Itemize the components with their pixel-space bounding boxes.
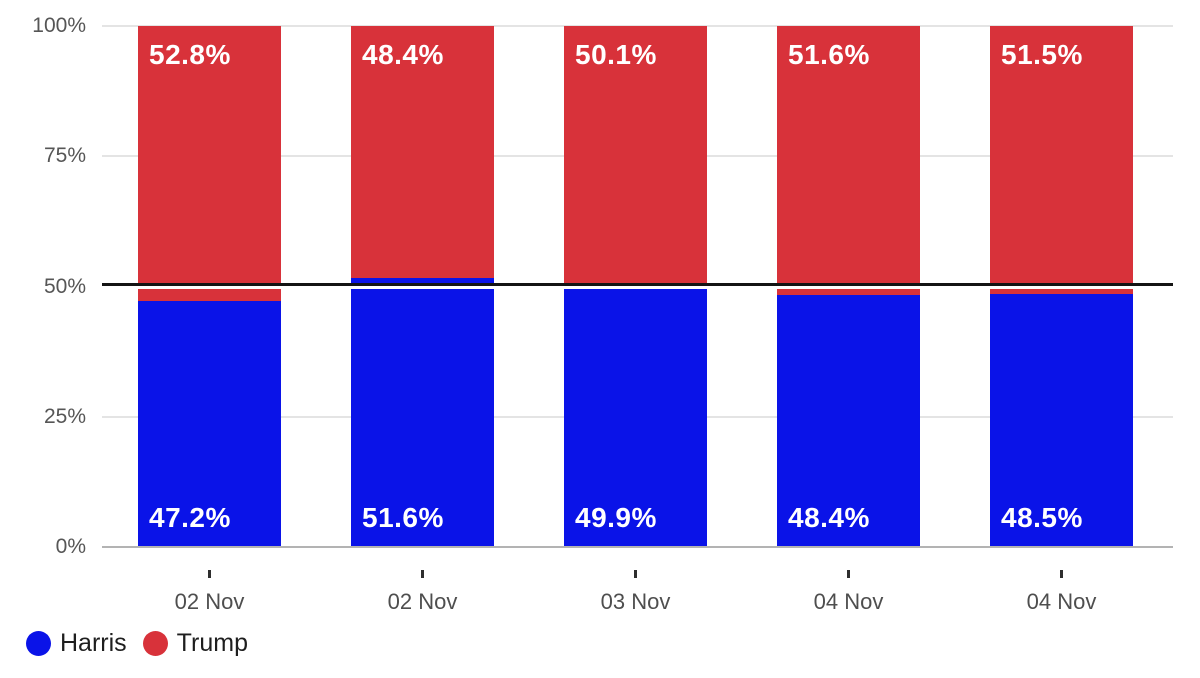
legend: Harris Trump — [26, 629, 248, 658]
harris-bar-segment — [777, 294, 920, 547]
trump-legend-swatch-icon — [142, 631, 168, 656]
trump-value-label: 51.6% — [788, 39, 870, 70]
trump-value-label: 50.1% — [575, 39, 657, 70]
trump-value-label: 51.5% — [1001, 39, 1083, 70]
trump-bar-segment — [138, 26, 281, 302]
legend-item-trump: Trump — [142, 629, 248, 658]
trump-legend-label: Trump — [176, 629, 248, 657]
harris-value-label: 47.2% — [149, 502, 231, 533]
x-axis-tick-mark — [208, 570, 211, 578]
x-axis-category-label: 04 Nov — [813, 589, 884, 614]
trump-value-label: 52.8% — [149, 39, 231, 70]
x-axis-tick-mark — [1060, 570, 1063, 578]
trump-bar-segment — [777, 26, 920, 295]
x-axis-category-label: 02 Nov — [387, 589, 458, 614]
x-axis-tick-mark — [421, 570, 424, 578]
harris-value-label: 48.4% — [788, 502, 870, 533]
harris-bar-segment — [351, 278, 494, 547]
x-axis-category-label: 04 Nov — [1026, 589, 1097, 614]
x-axis-line — [102, 546, 1173, 548]
x-axis-tick-mark — [634, 570, 637, 578]
y-axis-tick-label: 0% — [55, 535, 86, 558]
harris-bar-segment — [990, 294, 1133, 547]
harris-value-label: 48.5% — [1001, 502, 1083, 533]
y-axis-tick-label: 50% — [43, 274, 86, 298]
harris-value-label: 49.9% — [575, 502, 657, 533]
trump-value-label: 48.4% — [362, 39, 444, 70]
harris-bar-segment — [138, 301, 281, 547]
majority-line-casing — [102, 285, 1173, 289]
legend-item-harris: Harris — [26, 629, 127, 658]
y-axis-tick-label: 25% — [43, 404, 86, 428]
harris-legend-label: Harris — [60, 629, 127, 657]
trump-bar-segment — [351, 26, 494, 279]
y-axis-tick-label: 75% — [43, 144, 86, 168]
harris-value-label: 51.6% — [362, 502, 444, 533]
majority-line — [102, 282, 1173, 286]
harris-legend-swatch-icon — [26, 631, 51, 656]
y-axis-tick-label: 100% — [32, 14, 86, 37]
x-axis-category-label: 02 Nov — [174, 589, 245, 614]
trump-bar-segment — [564, 26, 707, 288]
harris-bar-segment — [564, 287, 707, 547]
trump-bar-segment — [990, 26, 1133, 295]
x-axis-tick-mark — [847, 570, 850, 578]
x-axis-category-label: 03 Nov — [600, 589, 671, 614]
